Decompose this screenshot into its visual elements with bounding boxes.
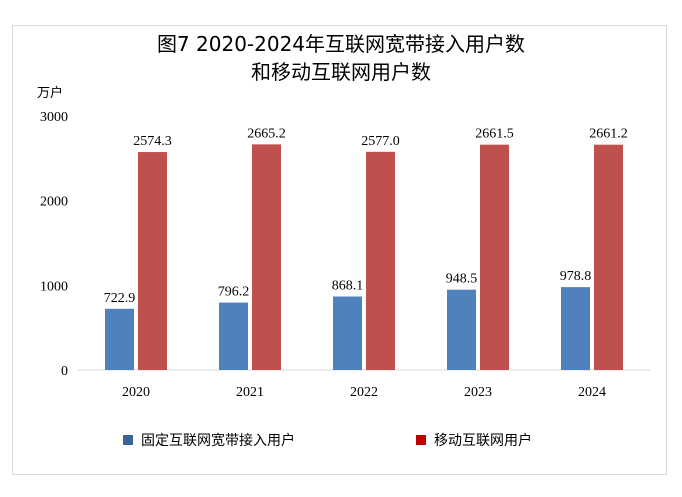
chart-frame: [12, 25, 667, 475]
legend-swatch-fixed: [123, 435, 133, 445]
data-label: 948.5: [446, 272, 478, 287]
y-tick-label: 0: [61, 364, 68, 379]
legend-label-mobile: 移动互联网用户: [434, 433, 532, 449]
y-tick-label: 1000: [40, 279, 68, 294]
bar-fixed: [105, 308, 134, 370]
data-label: 2665.2: [247, 126, 286, 141]
data-label: 722.9: [104, 291, 136, 306]
data-label: 2661.5: [475, 127, 514, 142]
bar-mobile: [252, 144, 281, 370]
y-tick-label: 3000: [40, 110, 68, 125]
legend-swatch-mobile: [416, 435, 426, 445]
chart-title: 图7 2020-2024年互联网宽带接入用户数: [156, 32, 526, 56]
legend-item-mobile: 移动互联网用户: [416, 430, 532, 450]
bar-mobile: [480, 144, 509, 370]
data-label: 2577.0: [361, 134, 400, 149]
x-tick-label: 2020: [122, 385, 150, 400]
y-axis-label: 万户: [37, 86, 64, 101]
bar-fixed: [333, 296, 362, 370]
data-label: 978.8: [560, 269, 592, 284]
data-label: 2661.2: [589, 127, 628, 142]
bar-fixed: [561, 287, 590, 370]
x-tick-label: 2022: [350, 385, 378, 400]
bar-mobile: [594, 144, 623, 370]
x-tick-label: 2023: [464, 385, 492, 400]
bar-fixed: [447, 289, 476, 370]
bar-fixed: [219, 302, 248, 370]
data-label: 868.1: [332, 279, 364, 294]
bar-mobile: [366, 151, 395, 370]
legend-label-fixed: 固定互联网宽带接入用户: [141, 433, 295, 449]
data-label: 2574.3: [133, 134, 172, 149]
x-tick-label: 2021: [236, 385, 264, 400]
y-tick-label: 2000: [40, 195, 68, 210]
bar-mobile: [138, 152, 167, 370]
legend-item-fixed: 固定互联网宽带接入用户: [123, 430, 295, 450]
data-label: 796.2: [218, 285, 250, 300]
x-tick-label: 2024: [578, 385, 606, 400]
chart-title-line2: 和移动互联网用户数: [251, 60, 431, 84]
